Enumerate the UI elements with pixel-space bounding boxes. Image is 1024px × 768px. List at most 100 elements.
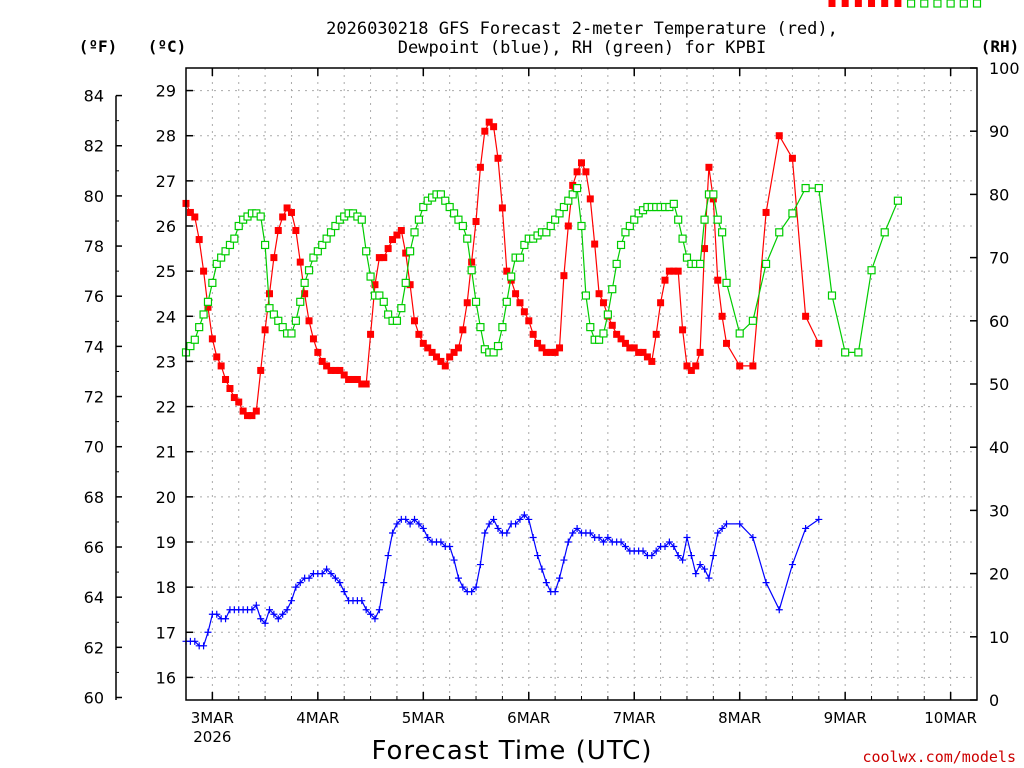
rh-point xyxy=(630,215,639,224)
rh-point xyxy=(594,335,604,344)
temperature-point xyxy=(573,168,581,176)
temperature-point xyxy=(696,348,704,356)
rh-point xyxy=(265,304,274,313)
temperature-point xyxy=(279,213,287,221)
rh-point xyxy=(946,0,955,8)
rh-unit-label: (RH) xyxy=(981,37,1020,56)
rh-point xyxy=(520,240,529,250)
time-tick-label: 3MAR xyxy=(191,709,234,727)
temperature-point xyxy=(437,357,445,365)
dewpoint-point xyxy=(556,574,564,582)
fahrenheit-tick-label: 64 xyxy=(84,588,104,607)
dewpoint-point xyxy=(529,533,537,541)
temperature-point xyxy=(191,213,199,221)
temperature-point xyxy=(894,0,902,7)
rh-point xyxy=(199,310,208,319)
rh-point xyxy=(502,297,511,306)
temperature-point xyxy=(397,227,405,235)
rh-point xyxy=(309,253,318,262)
celsius-tick-label: 16 xyxy=(156,668,176,687)
dewpoint-point xyxy=(599,538,607,546)
dewpoint-point xyxy=(476,561,484,569)
dewpoint-point xyxy=(323,565,331,573)
temperature-point xyxy=(718,312,726,320)
temperature-point xyxy=(217,362,225,370)
temperature-point xyxy=(490,123,498,131)
fahrenheit-tick-label: 84 xyxy=(84,87,104,106)
series-temperature xyxy=(182,0,981,420)
rh-point xyxy=(410,228,419,237)
dewpoint-point xyxy=(652,547,660,555)
temperature-point xyxy=(709,195,717,203)
temperature-point xyxy=(705,163,713,171)
rh-point xyxy=(186,341,195,351)
temperature-point xyxy=(481,127,489,135)
fahrenheit-tick-label: 82 xyxy=(84,137,104,156)
temperature-point xyxy=(657,299,665,307)
dewpoint-point xyxy=(261,619,269,627)
dewpoint-point xyxy=(274,615,282,623)
rh-point xyxy=(278,323,287,332)
temperature-point xyxy=(468,258,476,266)
rh-point xyxy=(814,183,823,193)
temperature-point xyxy=(556,344,564,352)
temperature-point xyxy=(516,299,524,307)
temperature-point xyxy=(450,348,458,356)
temperature-point xyxy=(520,308,528,316)
rh-point xyxy=(841,348,850,357)
series-dewpoint xyxy=(183,511,823,650)
dewpoint-point xyxy=(406,520,414,528)
dewpoint-point xyxy=(279,610,287,618)
temperature-point xyxy=(296,258,304,266)
rh-point xyxy=(608,285,617,294)
dewpoint-point xyxy=(257,615,265,623)
dewpoint-point xyxy=(586,529,594,537)
temperature-point xyxy=(314,348,322,356)
temperature-point xyxy=(318,357,326,365)
time-tick-label: 8MAR xyxy=(718,709,761,727)
dewpoint-point xyxy=(775,606,783,614)
rh-point xyxy=(559,202,569,212)
dewpoint-point xyxy=(287,597,295,605)
rh-tick-label: 30 xyxy=(989,501,1009,520)
dewpoint-point xyxy=(424,533,432,541)
temperature-point xyxy=(463,299,471,307)
rh-point xyxy=(568,190,577,199)
temperature-point xyxy=(432,353,440,361)
dewpoint-point xyxy=(595,533,603,541)
dewpoint-point xyxy=(454,574,462,582)
rh-point xyxy=(718,228,727,237)
temperature-point xyxy=(415,330,423,338)
temperature-point xyxy=(542,348,550,356)
temperature-point xyxy=(485,118,493,126)
rh-point xyxy=(441,196,450,205)
rh-point xyxy=(933,0,942,8)
dewpoint-point xyxy=(384,552,392,560)
time-tick-sublabel: 2026 xyxy=(193,728,231,746)
rh-point xyxy=(621,228,630,237)
rh-point xyxy=(322,234,331,243)
dewpoint-point xyxy=(648,552,656,560)
dewpoint-point xyxy=(191,637,199,645)
temperature-point xyxy=(578,159,585,167)
series-rh xyxy=(181,0,982,357)
rh-point xyxy=(959,0,968,8)
temperature-point xyxy=(441,362,449,370)
temperature-point xyxy=(714,276,722,284)
celsius-tick-label: 23 xyxy=(156,352,176,371)
temperature-point xyxy=(402,249,410,257)
dewpoint-point xyxy=(362,606,370,614)
dewpoint-point xyxy=(222,615,230,623)
rh-point xyxy=(493,341,503,351)
temperature-point xyxy=(375,254,383,262)
temperature-point xyxy=(841,0,849,7)
temperature-point xyxy=(235,398,243,406)
credit-link[interactable]: coolwx.com/models xyxy=(862,748,1016,766)
temperature-point xyxy=(498,204,506,212)
fahrenheit-axis: 60 62 64 66 68 70 72 74 76 78 80 82 84 xyxy=(84,87,122,707)
celsius-axis: 16 17 18 19 20 21 22 23 24 25 26 27 28 29 xyxy=(156,82,193,687)
rh-point xyxy=(436,190,445,199)
dewpoint-point xyxy=(560,556,568,564)
fahrenheit-tick-label: 78 xyxy=(84,237,104,256)
